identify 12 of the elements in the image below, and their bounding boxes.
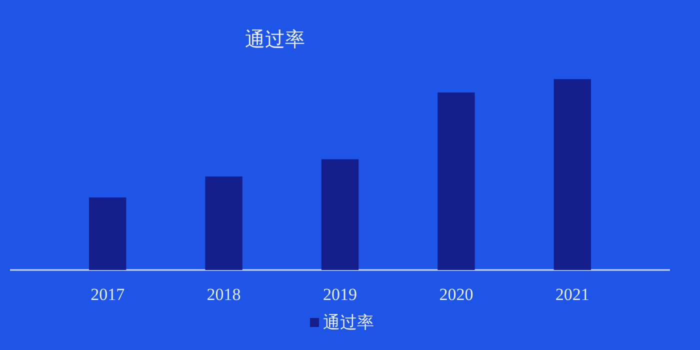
x-tick-label: 2017 [90, 285, 126, 304]
x-tick-label: 2020 [439, 285, 474, 304]
x-tick-label: 2019 [323, 285, 357, 304]
bar [205, 176, 242, 270]
x-tick-label: 2018 [206, 285, 241, 304]
legend-label: 通过率 [323, 313, 374, 333]
bar [554, 79, 591, 270]
bar [89, 197, 126, 270]
bar [321, 159, 359, 270]
bar [438, 92, 475, 270]
chart-title: 通过率 [245, 27, 305, 51]
x-tick-label: 2021 [555, 285, 590, 304]
